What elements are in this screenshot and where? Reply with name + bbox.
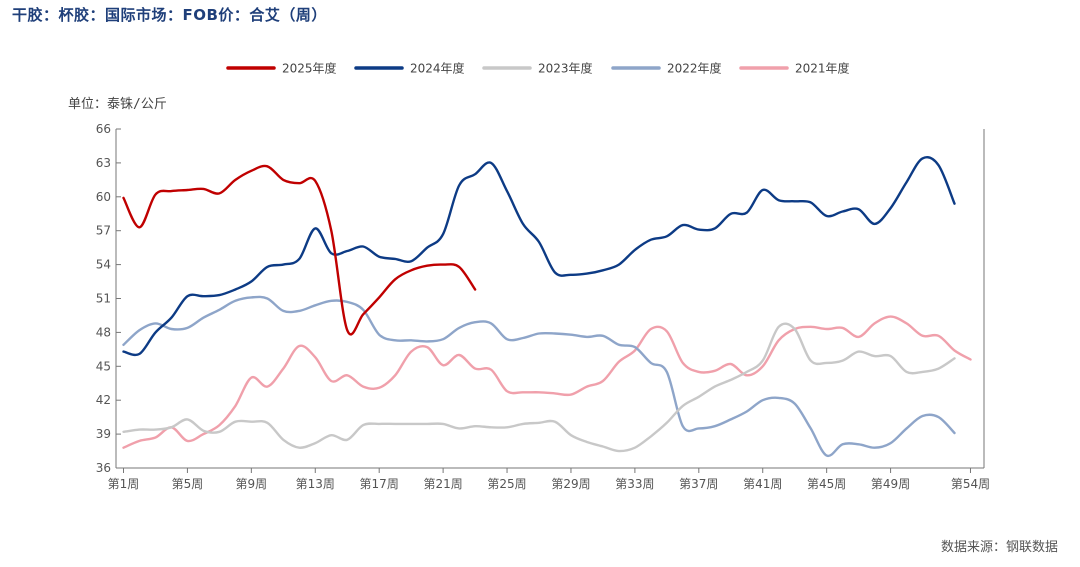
series-line-2021年度 — [122, 315, 972, 449]
x-tick-label: 第33周 — [615, 477, 654, 491]
series-line-2025年度 — [122, 164, 477, 336]
y-tick-label: 54 — [96, 258, 111, 272]
legend-label: 2025年度 — [282, 61, 337, 76]
legend-label: 2024年度 — [410, 61, 465, 76]
x-tick-label: 第13周 — [296, 477, 335, 491]
x-tick-label: 第9周 — [236, 477, 268, 491]
y-tick-label: 57 — [96, 224, 111, 238]
x-tick-label: 第5周 — [172, 477, 204, 491]
data-source-label: 数据来源：钢联数据 — [940, 540, 1058, 555]
series-line-2024年度 — [122, 156, 956, 357]
series-line-2023年度 — [122, 322, 956, 453]
chart-axes: 36 39 42 45 48 51 54 57 60 63 66 第1周 第5周 第9周 第13周 第17周 第… — [96, 122, 990, 491]
x-tick-label: 第21周 — [423, 477, 462, 491]
x-tick-label: 第37周 — [679, 477, 718, 491]
legend-item: 2023年度 — [482, 61, 593, 76]
y-axis-unit-label: 单位：泰铢/公斤 — [68, 97, 167, 112]
legend-label: 2023年度 — [538, 61, 593, 76]
legend-label: 2021年度 — [795, 61, 850, 76]
legend-label: 2022年度 — [667, 61, 722, 76]
y-tick-label: 45 — [96, 359, 111, 373]
chart-legend: 2025年度 2024年度 2023年度 2022年度 2021年度 — [226, 61, 850, 76]
x-tick-label: 第49周 — [871, 477, 910, 491]
x-tick-label: 第17周 — [360, 477, 399, 491]
x-tick-label: 第45周 — [807, 477, 846, 491]
chart-title: 干胶：杯胶：国际市场：FOB价：合艾（周） — [12, 6, 327, 24]
legend-item: 2022年度 — [611, 61, 722, 76]
legend-item: 2024年度 — [354, 61, 465, 76]
x-tick-label: 第54周 — [951, 477, 990, 491]
x-tick-label: 第25周 — [487, 477, 526, 491]
y-tick-label: 39 — [96, 427, 111, 441]
y-tick-label: 51 — [96, 292, 111, 306]
y-tick-label: 60 — [96, 190, 111, 204]
y-tick-label: 66 — [96, 122, 111, 136]
x-tick-label: 第41周 — [743, 477, 782, 491]
legend-item: 2025年度 — [226, 61, 337, 76]
y-tick-label: 42 — [96, 393, 111, 407]
series-line-2022年度 — [122, 295, 956, 458]
y-tick-label: 48 — [96, 325, 111, 339]
chart-series-layer — [122, 156, 972, 458]
y-tick-label: 36 — [96, 461, 111, 475]
x-tick-label: 第1周 — [108, 477, 140, 491]
legend-item: 2021年度 — [739, 61, 850, 76]
x-tick-label: 第29周 — [551, 477, 590, 491]
y-tick-label: 63 — [96, 156, 111, 170]
